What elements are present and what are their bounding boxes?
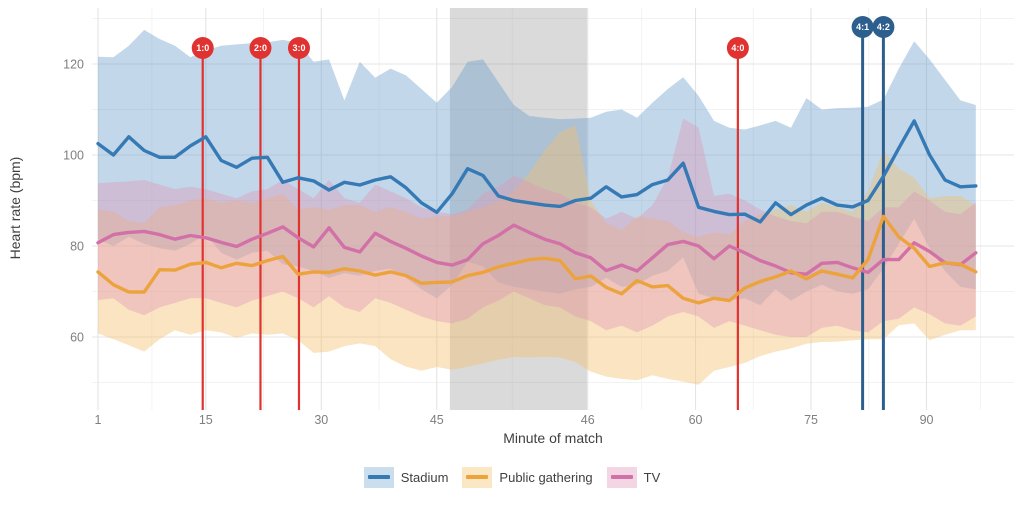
x-tick-label: 75 (804, 413, 818, 427)
y-axis-title: Heart rate (bpm) (7, 156, 23, 260)
legend: Stadium Public gathering TV (0, 462, 1024, 492)
goal-label-2-0: 2:0 (254, 43, 267, 53)
legend-swatch (462, 466, 493, 488)
legend-keyline (367, 475, 390, 479)
legend-item-tv: TV (606, 466, 661, 488)
y-tick-label: 100 (63, 148, 84, 162)
goal-marker-3-0 (287, 37, 310, 59)
public-gathering-line (96, 214, 978, 305)
goal-marker-4-2 (872, 16, 895, 38)
goal-label-4-2: 4:2 (877, 22, 890, 32)
x-axis-title: Minute of match (503, 430, 603, 446)
x-tick-label: 45 (430, 413, 444, 427)
goal-label-4-1: 4:1 (856, 22, 869, 32)
goal-marker-4-0 (726, 37, 749, 59)
goal-label-4-0: 4:0 (731, 43, 744, 53)
goal-label-3-0: 3:0 (292, 43, 305, 53)
goal-marker-4-1 (851, 16, 874, 38)
legend-swatch (363, 466, 394, 488)
stadium-line (96, 119, 978, 224)
y-tick-label: 60 (70, 330, 84, 344)
legend-swatch (606, 466, 637, 488)
legend-item-public-gathering: Public gathering (462, 466, 593, 488)
y-tick-label: 120 (63, 57, 84, 71)
tv-line (96, 223, 978, 276)
x-tick-label: 30 (314, 413, 328, 427)
x-tick-label: 15 (199, 413, 213, 427)
x-tick-label: 60 (689, 413, 703, 427)
legend-label: Stadium (400, 469, 449, 485)
goal-marker-2-0 (249, 37, 272, 59)
x-tick-label: 1 (95, 413, 102, 427)
legend-item-stadium: Stadium (363, 466, 449, 488)
public-gathering-band (98, 125, 976, 385)
stadium-band (98, 29, 976, 306)
goal-label-1-0: 1:0 (196, 43, 209, 53)
halftime-band (449, 8, 587, 410)
goal-marker-1-0 (191, 37, 214, 59)
legend-label: TV (643, 469, 661, 485)
x-tick-label: 90 (920, 413, 934, 427)
legend-keyline (466, 475, 489, 479)
legend-keyline (610, 475, 633, 479)
legend-label: Public gathering (499, 469, 593, 485)
y-tick-label: 80 (70, 239, 84, 253)
x-tick-label: 46 (581, 413, 595, 427)
